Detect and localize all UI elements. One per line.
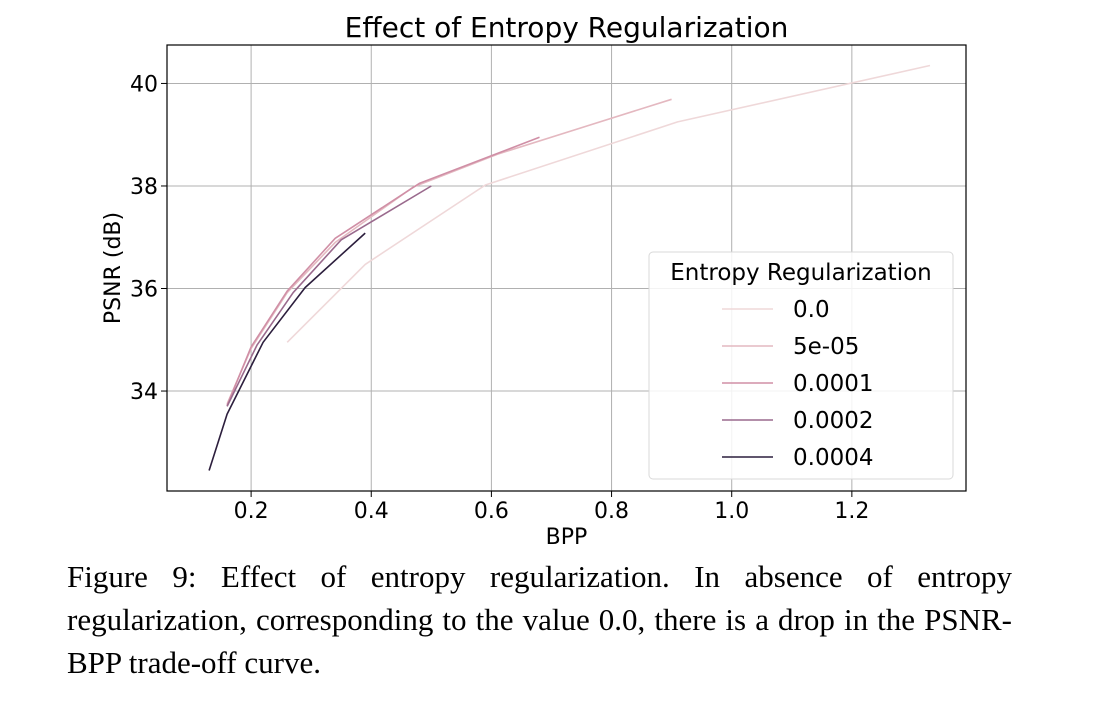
y-tick-label: 36	[130, 278, 158, 303]
x-tick-label: 0.6	[474, 499, 509, 524]
legend-label: 5e-05	[793, 334, 859, 360]
series-line	[286, 64, 931, 343]
x-axis-title: BPP	[546, 525, 588, 550]
series-lines	[208, 64, 931, 471]
chart-title: Effect of Entropy Regularization	[345, 11, 789, 44]
x-tick-label: 0.2	[234, 499, 269, 524]
y-axis-title: PSNR (dB)	[101, 212, 126, 324]
y-axis: 34 36 38 40	[130, 72, 167, 405]
legend-title: Entropy Regularization	[670, 260, 932, 286]
legend: Entropy Regularization 0.0 5e-05 0.0001 0.0…	[648, 251, 954, 480]
legend-label: 0.0002	[793, 408, 873, 434]
series-line	[226, 185, 432, 407]
legend-label: 0.0001	[793, 371, 873, 397]
y-tick-label: 38	[130, 175, 158, 200]
figure-caption: Figure 9: Effect of entropy regularizati…	[67, 559, 1012, 680]
y-tick-label: 34	[130, 380, 158, 405]
x-tick-label: 0.8	[594, 499, 629, 524]
series-line	[208, 232, 366, 471]
x-tick-label: 1.0	[714, 499, 749, 524]
chart: 0.2 0.4 0.6 0.8 1.0 1.2 34 36 38 40 Effect of En…	[101, 11, 967, 550]
plot-frame	[166, 44, 967, 492]
x-axis: 0.2 0.4 0.6 0.8 1.0 1.2	[234, 491, 869, 524]
x-tick-label: 0.4	[354, 499, 389, 524]
legend-label: 0.0	[793, 297, 830, 323]
x-tick-label: 1.2	[834, 499, 869, 524]
series-line	[226, 136, 540, 406]
y-tick-label: 40	[130, 72, 158, 97]
legend-label: 0.0004	[793, 445, 873, 471]
